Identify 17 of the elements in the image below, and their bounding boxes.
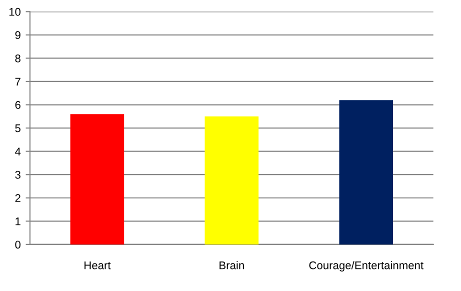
y-tick-label: 9 [15,31,20,40]
y-tick-label: 6 [15,101,20,109]
y-tick-label: 5 [15,124,20,132]
y-tick-label: 7 [15,78,20,86]
x-tick-label: Brain [220,261,244,270]
y-tick-label: 1 [16,218,20,226]
y-tick-label: 10 [9,8,21,16]
y-tick-label: 2 [15,194,20,202]
bar [339,100,393,244]
bar [204,116,259,244]
y-tick-label: 0 [15,240,21,249]
y-tick-label: 4 [15,148,21,156]
y-tick-label: 3 [15,170,20,179]
x-tick-label: Heart [84,262,111,270]
x-tick-label: Courage/Entertainment [309,261,424,272]
bar [70,114,124,244]
y-tick-label: 8 [15,54,20,62]
